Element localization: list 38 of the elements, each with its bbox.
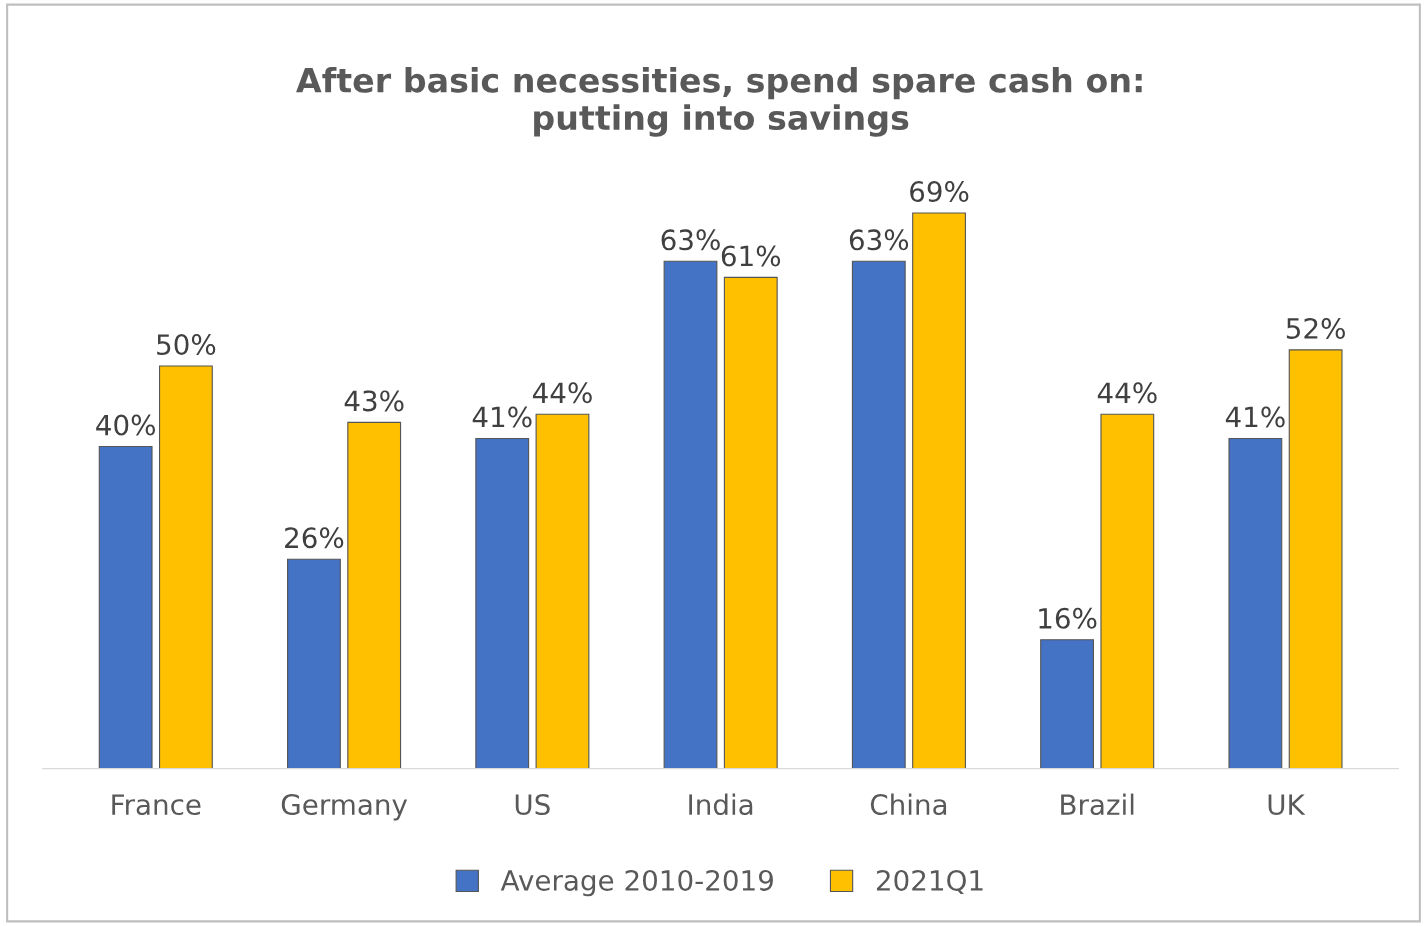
data-label: 41%: [472, 406, 532, 428]
bar: [723, 276, 778, 769]
data-label: 26%: [285, 527, 344, 549]
data-label: 43%: [344, 390, 404, 412]
data-label: 44%: [532, 382, 592, 404]
data-label: 63%: [849, 229, 909, 251]
x-tick-label: India: [689, 793, 753, 816]
bar: [475, 437, 530, 769]
bar: [287, 558, 341, 769]
bar: [912, 212, 966, 769]
x-tick-label: UK: [1268, 794, 1306, 816]
data-label: 52%: [1286, 317, 1345, 339]
data-label: 61%: [721, 245, 781, 267]
data-label: 69%: [910, 181, 969, 203]
bar: [1100, 413, 1155, 769]
bar: [535, 413, 590, 769]
bar: [851, 260, 906, 769]
data-label: 44%: [1097, 382, 1157, 404]
bar: [1288, 349, 1343, 769]
bar: [158, 365, 213, 769]
data-label: 41%: [1225, 406, 1285, 428]
x-tick-label: China: [870, 793, 947, 816]
bar: [1228, 437, 1283, 769]
data-label: 63%: [661, 229, 720, 251]
x-tick-label: Germany: [281, 794, 408, 821]
chart-title: After basic necessities, spend spare cash on: putting into savings: [296, 66, 1142, 137]
bar: [1040, 639, 1094, 769]
bar: [663, 260, 718, 769]
x-tick-label: US: [515, 794, 550, 816]
data-label: 50%: [157, 334, 216, 356]
bar: [98, 445, 153, 769]
x-tick-label: Brazil: [1061, 793, 1134, 816]
legend-label: Average 2010-2019: [500, 869, 773, 897]
legend-label: 2021Q1: [876, 869, 983, 895]
x-tick-label: France: [112, 794, 201, 816]
bar: [347, 421, 402, 769]
data-label: 40%: [96, 414, 155, 436]
data-label: 16%: [1039, 607, 1097, 629]
